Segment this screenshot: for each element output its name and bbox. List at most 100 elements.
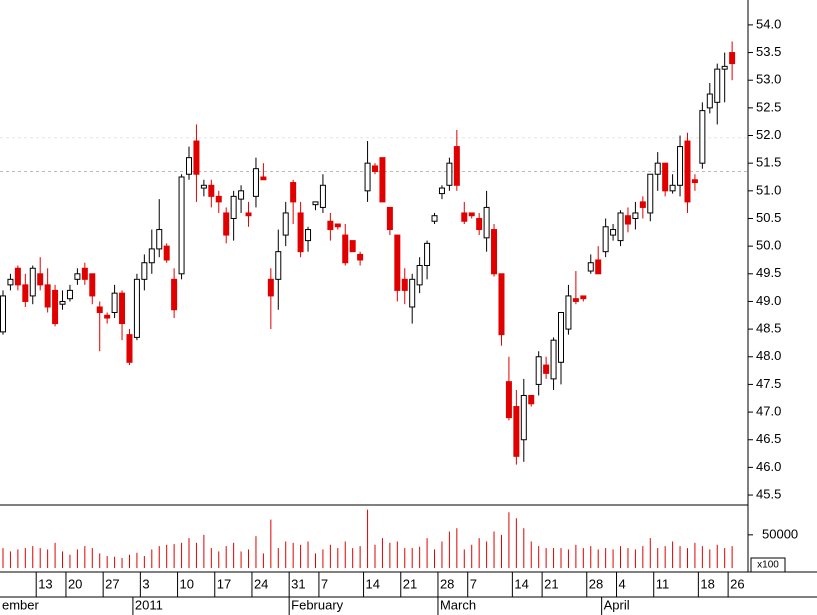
- x-tick-label: 14: [366, 576, 380, 591]
- candle-body: [624, 215, 631, 225]
- candle-body: [610, 229, 617, 236]
- volume-unit: x100: [757, 560, 779, 571]
- candle-body: [461, 212, 468, 222]
- candle-body: [684, 140, 691, 203]
- candle-body: [260, 176, 267, 181]
- candle-body: [282, 212, 289, 236]
- candle-body: [252, 168, 259, 197]
- candle-body: [714, 68, 721, 103]
- x-tick-label: 21: [544, 576, 558, 591]
- candle-body: [171, 278, 178, 311]
- candle-body: [595, 259, 602, 275]
- y-tick-label: 50.0: [756, 238, 781, 253]
- y-tick-label: 45.5: [756, 486, 781, 501]
- candle-body: [22, 284, 29, 302]
- candle-body: [706, 93, 713, 109]
- candle-body: [275, 251, 282, 280]
- y-tick-label: 54.0: [756, 16, 781, 31]
- candle-body: [334, 223, 341, 228]
- x-tick-label: 7: [321, 576, 328, 591]
- candle-body: [178, 176, 185, 275]
- candle-body: [602, 226, 609, 253]
- candle-body: [7, 278, 14, 286]
- x-tick-label: 20: [68, 576, 82, 591]
- month-label: April: [604, 597, 630, 612]
- candle-body: [528, 394, 535, 405]
- candle-body: [558, 312, 564, 363]
- candle-body: [119, 292, 126, 325]
- y-tick-label: 49.0: [756, 293, 781, 308]
- candle-body: [498, 273, 505, 336]
- candle-body: [647, 173, 654, 214]
- candle-body: [372, 165, 378, 172]
- candle-body: [446, 162, 453, 186]
- candle-body: [513, 406, 520, 457]
- candle-body: [193, 140, 200, 175]
- x-tick-label: 17: [217, 576, 231, 591]
- candle-body: [319, 184, 326, 208]
- y-tick-label: 53.5: [756, 44, 781, 59]
- y-tick-label: 47.5: [756, 376, 781, 391]
- candle-body: [52, 289, 59, 325]
- x-tick-label: 27: [105, 576, 119, 591]
- candle-body: [156, 229, 163, 250]
- candle-body: [491, 229, 498, 275]
- candle-body: [111, 292, 118, 314]
- x-tick-label: 28: [589, 576, 603, 591]
- x-tick-label: 4: [619, 576, 626, 591]
- candle-body: [230, 195, 237, 219]
- y-tick-label: 51.0: [756, 182, 781, 197]
- candle-body: [424, 242, 431, 266]
- y-tick-label: 48.5: [756, 321, 781, 336]
- candle-body: [89, 273, 96, 297]
- month-label: March: [440, 597, 476, 612]
- volume-tick-label: 50000: [762, 526, 798, 541]
- candle-body: [290, 182, 297, 203]
- candle-body: [543, 364, 550, 374]
- candle-body: [59, 300, 66, 305]
- candle-body: [208, 184, 215, 197]
- candle-body: [587, 262, 594, 272]
- candle-body: [327, 220, 334, 231]
- candle-body: [729, 52, 736, 65]
- x-tick-label: 26: [730, 576, 744, 591]
- candle-body: [431, 215, 438, 222]
- candle-body: [267, 278, 274, 297]
- y-tick-label: 49.5: [756, 265, 781, 280]
- candle-body: [386, 206, 393, 231]
- candle-body: [535, 356, 542, 385]
- x-tick-label: 10: [180, 576, 194, 591]
- candle-body: [565, 295, 572, 330]
- candle-body: [409, 278, 416, 308]
- candle-body: [617, 212, 624, 242]
- y-tick-label: 50.5: [756, 210, 781, 225]
- candle-body: [632, 212, 639, 219]
- candle-body: [654, 162, 661, 175]
- month-label: 2011: [135, 597, 163, 612]
- x-tick-label: 28: [440, 576, 454, 591]
- candle-body: [14, 267, 21, 286]
- x-tick-label: 14: [514, 576, 528, 591]
- y-tick-label: 48.0: [756, 348, 781, 363]
- candle-body: [639, 201, 646, 208]
- x-tick-label: 3: [142, 576, 149, 591]
- candle-body: [505, 381, 512, 419]
- candle-body: [468, 212, 475, 217]
- candle-body: [662, 162, 669, 192]
- candle-body: [312, 201, 319, 206]
- x-tick-label: 11: [656, 576, 670, 591]
- candle-body: [29, 267, 36, 297]
- candle-body: [476, 217, 483, 231]
- candle-body: [669, 184, 676, 192]
- candle-body: [0, 295, 6, 333]
- candle-body: [163, 245, 170, 261]
- y-tick-label: 53.0: [756, 72, 781, 87]
- x-tick-label: 7: [470, 576, 477, 591]
- candle-body: [297, 212, 304, 253]
- y-tick-label: 52.5: [756, 99, 781, 114]
- candle-body: [133, 278, 140, 338]
- month-label: ember: [2, 597, 40, 612]
- y-tick-label: 51.5: [756, 155, 781, 170]
- candle-body: [66, 289, 73, 300]
